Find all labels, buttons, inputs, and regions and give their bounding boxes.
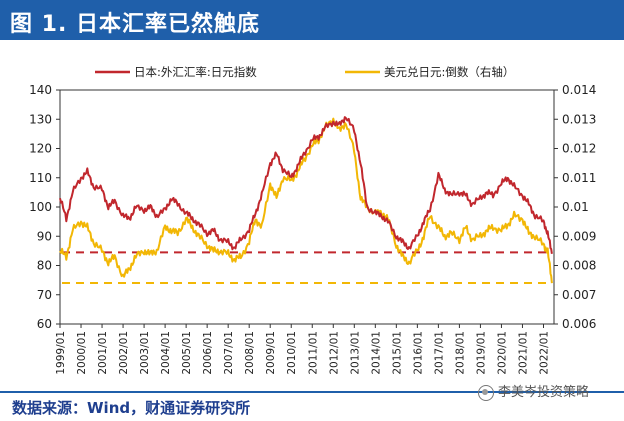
right-tick-label: 0.012 [562, 142, 596, 156]
right-axis: 0.014 0.013 0.012 0.011 0.01 0.009 0.008 0.007 0… [554, 83, 596, 331]
x-tick-label: 2012/01 [328, 331, 340, 375]
x-tick-label: 2000/01 [76, 331, 88, 375]
chart-legend: 日本:外汇汇率:日元指数 美元兑日元:倒数（右轴） [95, 65, 514, 79]
x-tick-label: 2003/01 [139, 331, 151, 375]
chart: 日本:外汇汇率:日元指数 美元兑日元:倒数（右轴） 140 130 120 110 10… [29, 65, 596, 375]
x-tick-label: 2016/01 [412, 331, 424, 375]
legend-label-series1: 日本:外汇汇率:日元指数 [134, 65, 257, 79]
x-tick-label: 2020/01 [496, 331, 508, 375]
left-tick-label: 90 [37, 229, 52, 243]
watermark: 李美岑投资策略 [478, 381, 589, 401]
wechat-icon [478, 384, 494, 401]
right-tick-label: 0.009 [562, 229, 596, 243]
right-tick-label: 0.006 [562, 317, 596, 331]
x-tick-label: 2017/01 [433, 331, 445, 375]
x-tick-label: 2019/01 [475, 331, 487, 375]
x-tick-label: 2004/01 [160, 331, 172, 375]
x-tick-label: 2018/01 [454, 331, 466, 375]
left-tick-label: 110 [29, 171, 52, 185]
x-tick-label: 2009/01 [265, 331, 277, 375]
x-tick-label: 1999/01 [55, 331, 67, 375]
x-tick-label: 2001/01 [97, 331, 109, 375]
x-tick-label: 2006/01 [202, 331, 214, 375]
title-bar: 图 1. 日本汇率已然触底 [0, 0, 624, 40]
series-line-usd-jpy-inverse [59, 117, 553, 284]
left-tick-label: 130 [29, 112, 52, 126]
source-note: 数据来源：Wind，财通证券研究所 [12, 399, 251, 417]
page-title: 图 1. 日本汇率已然触底 [10, 12, 260, 37]
x-tick-label: 2005/01 [181, 331, 193, 375]
right-tick-label: 0.007 [562, 288, 596, 302]
x-tick-label: 2008/01 [244, 331, 256, 375]
left-tick-label: 100 [29, 200, 52, 214]
x-tick-label: 2010/01 [286, 331, 298, 375]
left-tick-label: 120 [29, 142, 52, 156]
footer-divider [0, 391, 624, 393]
x-tick-label: 2007/01 [223, 331, 235, 375]
x-tick-label: 2014/01 [370, 331, 382, 375]
right-tick-label: 0.008 [562, 259, 596, 273]
left-tick-label: 80 [37, 259, 52, 273]
right-tick-label: 0.013 [562, 112, 596, 126]
left-tick-label: 60 [37, 317, 52, 331]
right-tick-label: 0.011 [562, 171, 596, 185]
legend-label-series2: 美元兑日元:倒数（右轴） [384, 65, 514, 79]
left-tick-label: 140 [29, 83, 52, 97]
x-tick-label: 2011/01 [307, 331, 319, 375]
right-tick-label: 0.014 [562, 83, 596, 97]
right-tick-label: 0.01 [562, 200, 589, 214]
x-tick-label: 2022/01 [538, 331, 550, 375]
watermark-text: 李美岑投资策略 [498, 385, 590, 400]
left-axis: 140 130 120 110 100 90 80 70 60 [29, 83, 60, 331]
x-tick-label: 2002/01 [118, 331, 130, 375]
left-tick-label: 70 [37, 288, 52, 302]
x-tick-label: 2021/01 [517, 331, 529, 375]
x-tick-label: 2013/01 [349, 331, 361, 375]
x-tick-label: 2015/01 [391, 331, 403, 375]
series-line-yen-index [59, 116, 553, 254]
x-axis: 1999/01 2000/01 2001/01 2002/01 2003/01 2004/… [55, 324, 550, 375]
